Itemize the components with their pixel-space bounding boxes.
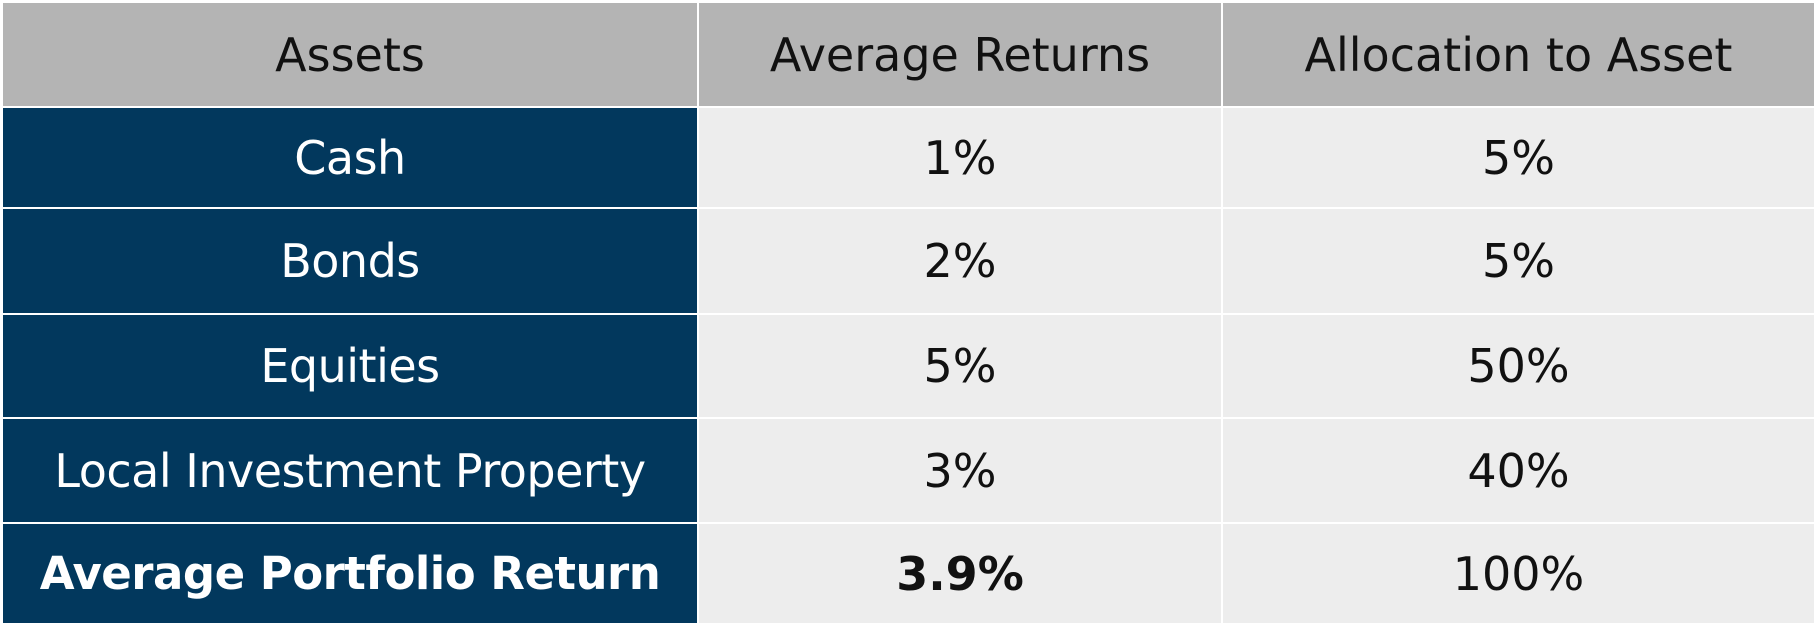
column-header-assets: Assets (3, 3, 699, 108)
column-header-average-returns: Average Returns (699, 3, 1223, 108)
asset-allocation-table: Assets Average Returns Allocation to Ass… (3, 3, 1814, 623)
summary-average-return-cell: 3.9% (699, 524, 1223, 623)
table-row-cash: Cash 1% 5% (3, 108, 1814, 209)
allocation-cell: 50% (1223, 315, 1814, 419)
asset-name-cell: Cash (3, 108, 699, 209)
asset-allocation-table-container: Assets Average Returns Allocation to Ass… (3, 3, 1814, 623)
asset-name-cell: Equities (3, 315, 699, 419)
average-return-cell: 5% (699, 315, 1223, 419)
average-return-cell: 1% (699, 108, 1223, 209)
average-return-cell: 3% (699, 419, 1223, 524)
asset-name-cell: Bonds (3, 209, 699, 315)
table-row-portfolio-summary: Average Portfolio Return 3.9% 100% (3, 524, 1814, 623)
asset-name-cell: Local Investment Property (3, 419, 699, 524)
average-return-cell: 2% (699, 209, 1223, 315)
summary-allocation-cell: 100% (1223, 524, 1814, 623)
column-header-allocation: Allocation to Asset (1223, 3, 1814, 108)
allocation-cell: 5% (1223, 209, 1814, 315)
allocation-cell: 5% (1223, 108, 1814, 209)
allocation-cell: 40% (1223, 419, 1814, 524)
table-row-equities: Equities 5% 50% (3, 315, 1814, 419)
table-header-row: Assets Average Returns Allocation to Ass… (3, 3, 1814, 108)
table-row-local-investment-property: Local Investment Property 3% 40% (3, 419, 1814, 524)
summary-label-cell: Average Portfolio Return (3, 524, 699, 623)
table-row-bonds: Bonds 2% 5% (3, 209, 1814, 315)
